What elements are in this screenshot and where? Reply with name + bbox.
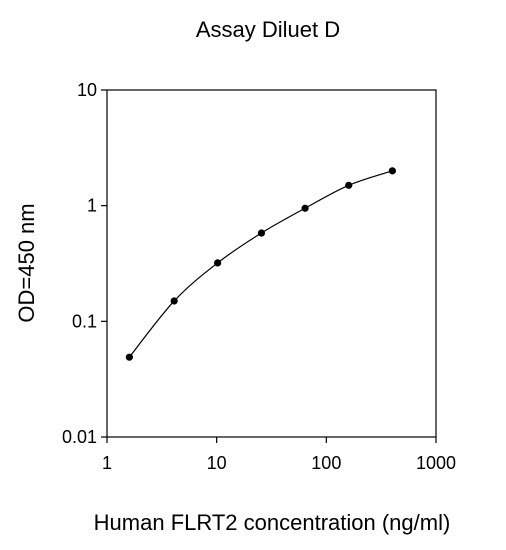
- x-tick-label: 1000: [416, 453, 456, 473]
- x-tick-label: 10: [207, 453, 227, 473]
- y-axis-label: OD=450 nm: [14, 203, 39, 322]
- y-axis: 0.01 0.1 1 10: [62, 80, 107, 447]
- series-layer: [125, 167, 396, 361]
- series-line: [128, 170, 393, 358]
- x-axis-label: Human FLRT2 concentration (ng/ml): [94, 510, 451, 535]
- data-point: [257, 229, 266, 237]
- y-tick-label: 10: [77, 80, 97, 100]
- data-point: [125, 353, 133, 361]
- data-point: [388, 167, 396, 175]
- y-tick-label: 0.1: [72, 311, 97, 331]
- data-point: [345, 181, 353, 189]
- y-tick-label: 1: [87, 196, 97, 216]
- data-point: [301, 204, 309, 212]
- data-point: [214, 259, 222, 267]
- plot-frame: [106, 89, 437, 438]
- plot-area: [106, 89, 437, 438]
- y-tick-label: 0.01: [62, 427, 97, 447]
- data-point: [170, 297, 178, 305]
- chart-title: Assay Diluet D: [196, 17, 340, 42]
- x-axis: 1 10 100 1000: [102, 437, 456, 473]
- x-tick-label: 100: [311, 453, 341, 473]
- x-tick-label: 1: [102, 453, 112, 473]
